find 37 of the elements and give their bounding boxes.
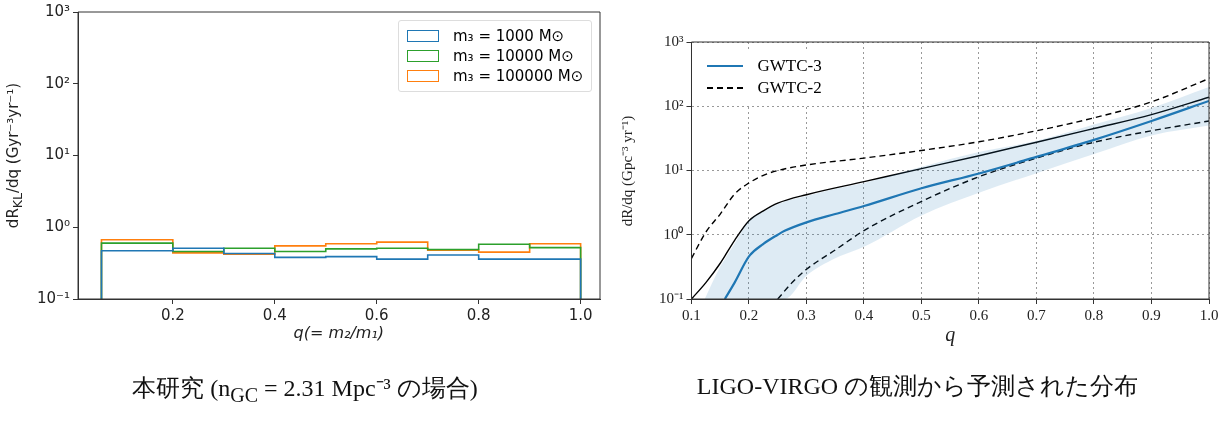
x-tick-label: 0.4: [262, 305, 287, 324]
x-tick-label: 0.2: [160, 305, 185, 324]
text: 本研究 (n$_{GC}$ = 2.31 Mpc⁻³ の場合): [131, 374, 479, 407]
y-tick-label: 10²: [664, 97, 684, 114]
y-axis-title: dR/dq (Gpc⁻³ yr⁻¹): [617, 115, 636, 226]
line-series: [691, 77, 1209, 259]
line-series: [777, 120, 1209, 299]
y-tick-label: 10⁰: [44, 217, 71, 236]
legend-label: m₃ = 10000 M⊙: [453, 47, 574, 65]
legend-label: GWTC-3: [757, 56, 822, 76]
legend-label: GWTC-2: [757, 78, 822, 98]
y-tick-label: 10³: [44, 1, 71, 20]
x-tick-label: 1.0: [1199, 306, 1219, 323]
x-axis-title: q(= m₂/m₁): [293, 323, 385, 342]
x-tick-label: 0.8: [1084, 306, 1104, 323]
legend-label: m₃ = 100000 M⊙: [453, 67, 584, 85]
y-tick-label: 10⁻¹: [36, 288, 71, 307]
x-tick-label: 1.0: [568, 305, 593, 324]
y-tick-label: 10¹: [664, 161, 684, 178]
x-tick-label: 0.6: [364, 305, 389, 324]
legend-label: m₃ = 1000 M⊙: [453, 27, 565, 45]
x-tick-label: 0.4: [854, 306, 874, 323]
x-tick-label: 0.9: [1142, 306, 1161, 323]
y-tick-label: 10²: [44, 73, 71, 92]
y-tick-label: 10⁰: [663, 225, 684, 242]
y-tick-label: 10⁻¹: [659, 289, 684, 306]
x-tick-label: 0.1: [682, 306, 701, 323]
text: LIGO-VIRGO の観測から予測された分布: [695, 372, 1140, 401]
y-tick-label: 10¹: [44, 145, 71, 164]
x-tick-label: 0.2: [739, 306, 759, 323]
y-tick-label: 10³: [664, 32, 684, 49]
x-tick-label: 0.6: [969, 306, 989, 323]
x-axis-title: q: [945, 323, 956, 346]
x-tick-label: 0.7: [1027, 306, 1047, 323]
x-tick-label: 0.3: [797, 306, 816, 323]
x-tick-label: 0.8: [466, 305, 491, 324]
x-tick-label: 0.5: [912, 306, 931, 323]
